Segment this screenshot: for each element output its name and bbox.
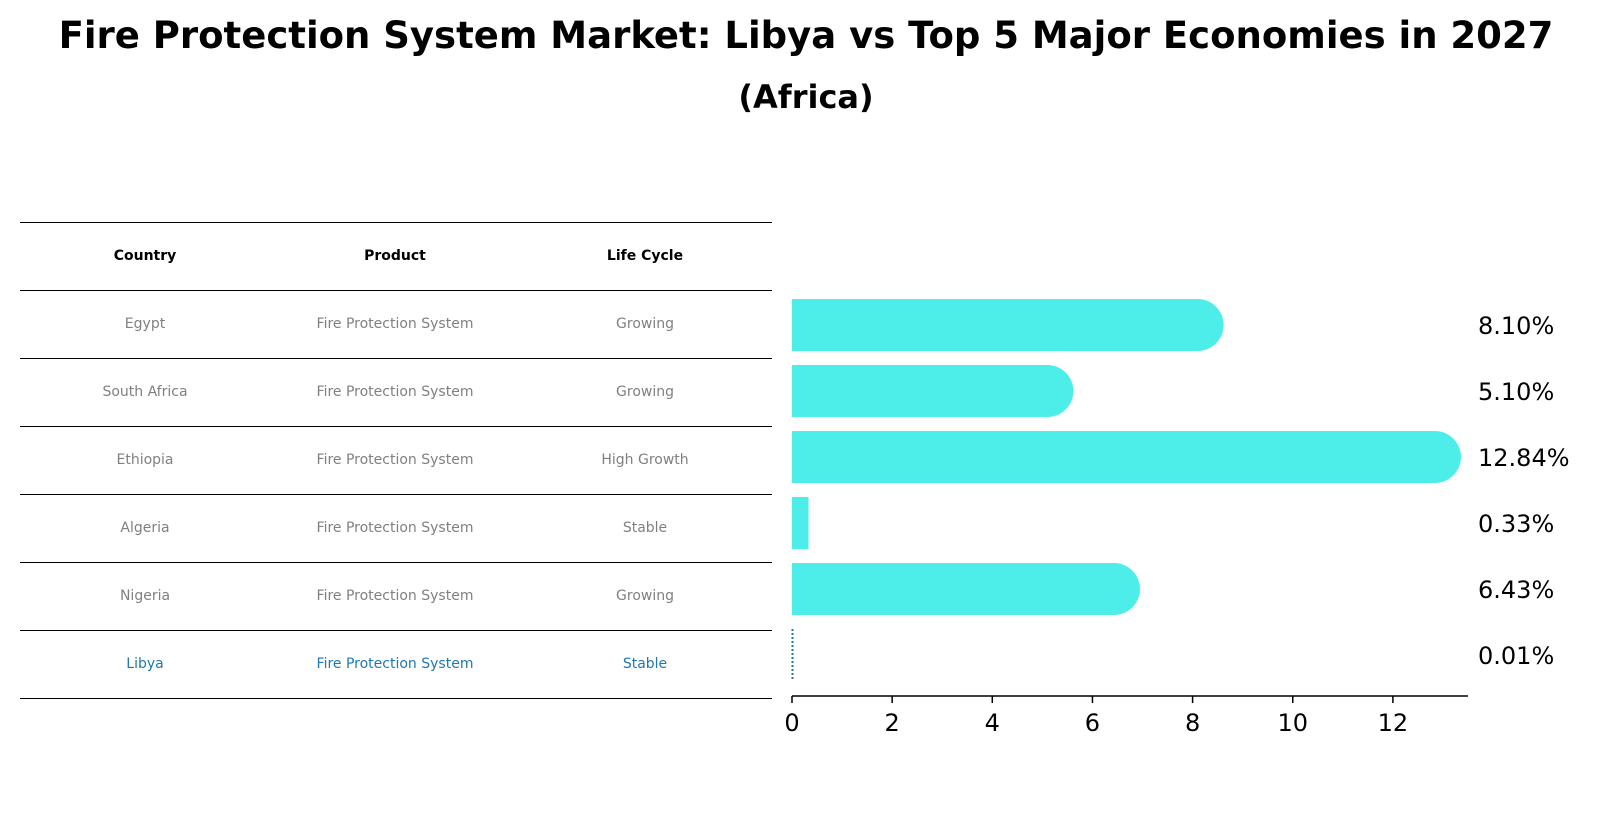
- life-cycle-cell: Growing: [616, 588, 674, 604]
- product-cell: Fire Protection System: [316, 316, 474, 332]
- country-table: Country Product Life Cycle Egypt Fire Pr…: [20, 222, 772, 699]
- table-row: South Africa Fire Protection System Grow…: [20, 358, 772, 426]
- life-cycle-cell: Stable: [622, 656, 668, 672]
- table-row: Egypt Fire Protection System Growing: [20, 290, 772, 358]
- table-row: Algeria Fire Protection System Stable: [20, 494, 772, 562]
- country-cell: Ethiopia: [116, 452, 174, 468]
- product-cell: Fire Protection System: [316, 656, 474, 672]
- bar-algeria: [792, 497, 809, 549]
- table-row: Ethiopia Fire Protection System High Gro…: [20, 426, 772, 494]
- table-header-row: Country Product Life Cycle: [20, 222, 772, 290]
- country-cell: South Africa: [102, 384, 188, 400]
- product-cell: Fire Protection System: [316, 452, 474, 468]
- bar-ethiopia: [792, 431, 1461, 483]
- x-tick-label: 2: [885, 709, 900, 737]
- x-tick-label: 6: [1085, 709, 1100, 737]
- country-cell: Algeria: [120, 520, 170, 536]
- life-cycle-cell: Stable: [622, 520, 668, 536]
- value-label: 8.10%: [1478, 312, 1554, 340]
- x-tick-label: 8: [1185, 709, 1200, 737]
- x-tick-label: 0: [784, 709, 799, 737]
- header-life-cycle: Life Cycle: [606, 248, 684, 264]
- product-cell: Fire Protection System: [316, 384, 474, 400]
- value-label: 5.10%: [1478, 378, 1554, 406]
- table-row-highlighted: Libya Fire Protection System Stable: [20, 630, 772, 699]
- x-tick-label: 10: [1277, 709, 1308, 737]
- header-product: Product: [364, 248, 426, 264]
- bar-south-africa: [792, 365, 1074, 417]
- x-tick-label: 4: [985, 709, 1000, 737]
- life-cycle-cell: Growing: [616, 316, 674, 332]
- chart-title: Fire Protection System Market: Libya vs …: [58, 14, 1554, 57]
- table-row: Nigeria Fire Protection System Growing: [20, 562, 772, 630]
- value-label: 6.43%: [1478, 576, 1554, 604]
- value-label: 0.33%: [1478, 510, 1554, 538]
- life-cycle-cell: Growing: [616, 384, 674, 400]
- country-cell: Egypt: [124, 316, 166, 332]
- product-cell: Fire Protection System: [316, 588, 474, 604]
- x-tick-label: 12: [1378, 709, 1409, 737]
- country-cell: Libya: [126, 656, 164, 672]
- life-cycle-cell: High Growth: [601, 452, 689, 468]
- bar-nigeria: [792, 563, 1140, 615]
- value-label: 0.01%: [1478, 642, 1554, 670]
- value-label: 12.84%: [1478, 444, 1570, 472]
- chart-subtitle: (Africa): [738, 78, 874, 116]
- product-cell: Fire Protection System: [316, 520, 474, 536]
- header-country: Country: [113, 248, 177, 264]
- bar-egypt: [792, 299, 1224, 351]
- country-cell: Nigeria: [119, 588, 171, 604]
